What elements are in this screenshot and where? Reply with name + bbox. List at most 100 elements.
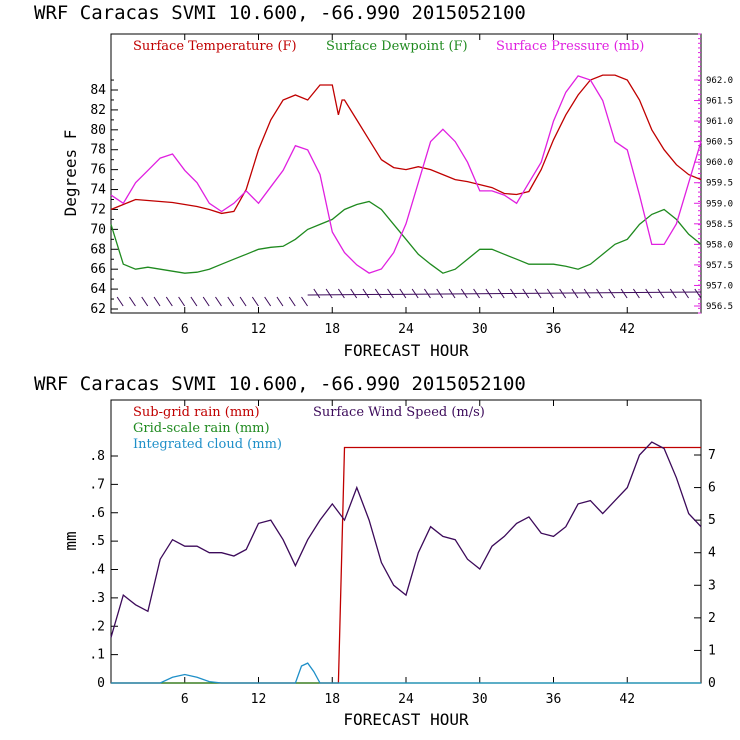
wind-barb — [178, 296, 186, 307]
wind-barb — [620, 288, 628, 299]
wind-barb — [596, 288, 603, 299]
wind-barb — [645, 288, 653, 299]
wind-barb — [608, 288, 616, 299]
top-y-tick-label: 74 — [90, 183, 106, 198]
wind-barb — [325, 288, 333, 299]
wind-barb — [288, 296, 296, 307]
top-chart-title: WRF Caracas SVMI 10.600, -66.990 2015052… — [34, 2, 526, 24]
top-x-tick-label: 42 — [619, 322, 635, 337]
top-y2-tick-label: 961.5 — [706, 97, 733, 107]
top-y-tick-label: 68 — [90, 242, 106, 257]
bottom-x-tick-label: 12 — [251, 692, 267, 707]
wind-barb — [239, 296, 247, 307]
wind-barb — [632, 288, 640, 299]
bottom-x-tick-label: 24 — [398, 692, 414, 707]
bottom-y2-tick-label: 0 — [708, 676, 716, 691]
bottom-y-tick-label: .3 — [89, 591, 105, 606]
wind-barb — [301, 296, 308, 307]
wind-barb — [362, 288, 370, 299]
legend-temperature: Surface Temperature (F) — [133, 39, 297, 54]
wind-barb — [374, 288, 382, 299]
bottom-y-tick-label: 0 — [97, 676, 105, 691]
wind-barb — [399, 288, 407, 299]
wind-barb — [424, 288, 431, 299]
bottom-y-tick-label: .4 — [89, 563, 105, 578]
bottom-y-tick-label: .1 — [89, 648, 105, 663]
wind-barb — [350, 288, 358, 299]
wind-barb — [264, 296, 272, 307]
bottom-x-axis-label: FORECAST HOUR — [343, 710, 469, 729]
bottom-y-tick-label: .2 — [89, 619, 105, 634]
top-y2-tick-label: 959.0 — [706, 199, 733, 209]
wind-barb — [129, 296, 136, 307]
top-y2-tick-label: 958.0 — [706, 240, 733, 250]
bottom-x-tick-label: 42 — [619, 692, 635, 707]
bottom-chart-title: WRF Caracas SVMI 10.600, -66.990 2015052… — [34, 373, 526, 395]
legend-integrated-cloud: Integrated cloud (mm) — [133, 437, 282, 452]
wind-barb — [694, 288, 702, 299]
bottom-y2-tick-label: 3 — [708, 578, 716, 593]
wind-barb — [583, 288, 591, 299]
bottom-x-tick-label: 18 — [324, 692, 340, 707]
top-x-axis-label: FORECAST HOUR — [343, 341, 469, 360]
top-y2-tick-label: 957.0 — [706, 281, 733, 291]
top-y-tick-label: 64 — [90, 282, 106, 297]
temperature-line — [110, 74, 702, 215]
integrated-cloud-line — [111, 662, 701, 684]
legend-wind-speed: Surface Wind Speed (m/s) — [313, 405, 485, 420]
top-y2-tick-label: 957.5 — [706, 261, 733, 271]
bottom-y2-tick-label: 2 — [708, 611, 716, 626]
bottom-y2-tick-label: 7 — [708, 448, 716, 463]
wind-barb — [411, 288, 419, 299]
top-x-tick-label: 36 — [546, 322, 562, 337]
wind-barb — [251, 296, 259, 307]
top-y2-tick-label: 961.0 — [706, 117, 733, 127]
bottom-y2-tick-label: 5 — [708, 513, 716, 528]
top-y-tick-label: 70 — [90, 222, 106, 237]
top-x-tick-label: 6 — [181, 322, 189, 337]
top-x-tick-label: 18 — [324, 322, 340, 337]
top-y2-tick-label: 962.0 — [706, 76, 733, 86]
top-y-tick-label: 80 — [90, 123, 106, 138]
wind-barb — [227, 296, 235, 307]
top-y2-tick-label: 959.5 — [706, 179, 733, 189]
wind-barb — [202, 296, 210, 307]
bottom-y-tick-label: .6 — [89, 506, 105, 521]
wind-barb — [657, 288, 665, 299]
dewpoint-line — [110, 200, 702, 274]
top-y-tick-label: 78 — [90, 143, 106, 158]
wind-barb-baseline — [307, 291, 702, 296]
bottom-y-tick-label: .8 — [89, 449, 105, 464]
bottom-y-tick-label: .7 — [89, 477, 105, 492]
wind-barb — [337, 288, 345, 299]
top-y2-tick-label: 956.5 — [706, 302, 733, 312]
wind-speed-line — [110, 441, 702, 638]
bottom-y2-tick-label: 1 — [708, 643, 716, 658]
wind-barb — [153, 296, 161, 307]
wind-barb — [215, 296, 222, 307]
top-y-tick-label: 76 — [90, 163, 106, 178]
top-y2-tick-label: 960.0 — [706, 158, 733, 168]
wind-barb — [276, 296, 284, 307]
wind-barb — [571, 288, 579, 299]
wind-barb — [116, 296, 124, 307]
wind-barb — [387, 288, 394, 299]
bottom-x-tick-label: 36 — [546, 692, 562, 707]
legend-subgrid-rain: Sub-grid rain (mm) — [133, 405, 260, 420]
top-y-tick-label: 82 — [90, 103, 106, 118]
top-x-tick-label: 30 — [472, 322, 488, 337]
top-y2-tick-label: 958.5 — [706, 220, 733, 230]
top-x-tick-label: 24 — [398, 322, 414, 337]
bottom-y2-tick-label: 4 — [708, 546, 716, 561]
wind-barb — [682, 288, 689, 299]
bottom-y-tick-label: .5 — [89, 534, 105, 549]
wind-barb — [313, 288, 321, 299]
wind-barb — [165, 296, 173, 307]
wind-barb — [190, 296, 198, 307]
bottom-x-tick-label: 6 — [181, 692, 189, 707]
wind-barb — [141, 296, 149, 307]
legend-dewpoint: Surface Dewpoint (F) — [326, 39, 468, 54]
legend-pressure: Surface Pressure (mb) — [496, 39, 644, 54]
top-y-tick-label: 66 — [90, 262, 106, 277]
bottom-x-tick-label: 30 — [472, 692, 488, 707]
